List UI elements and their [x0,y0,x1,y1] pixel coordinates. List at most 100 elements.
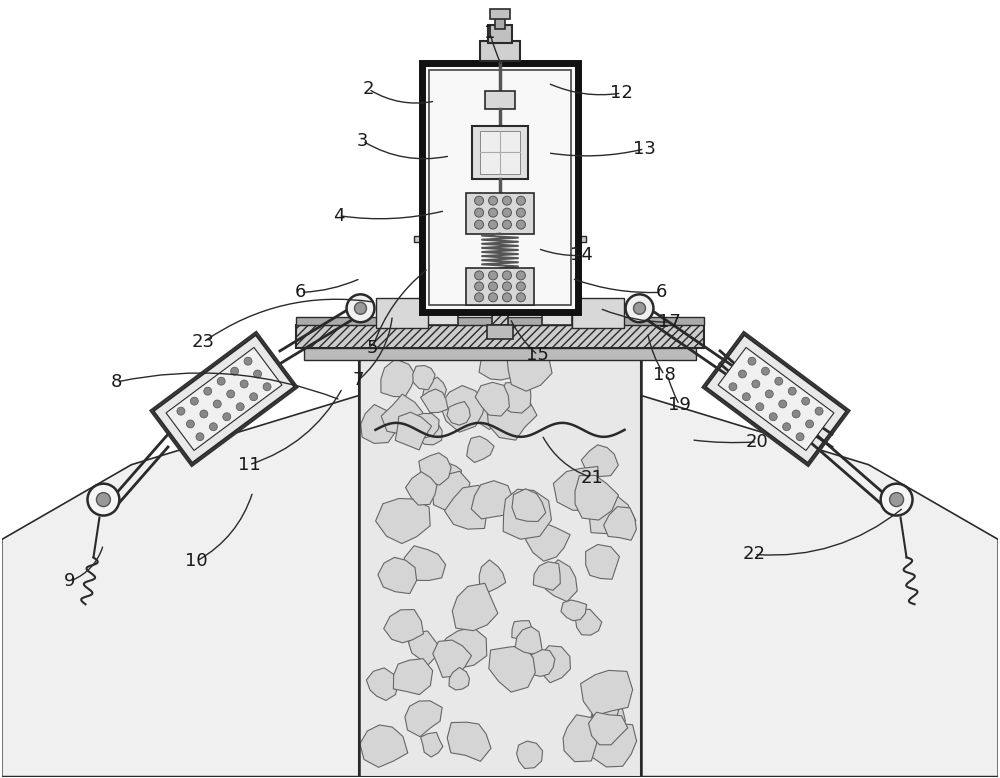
Polygon shape [360,725,408,767]
Text: 13: 13 [633,140,656,158]
Circle shape [96,492,110,506]
Polygon shape [575,609,602,635]
Polygon shape [166,348,282,450]
Polygon shape [404,546,446,580]
Bar [376,298,428,328]
Polygon shape [592,724,637,767]
Circle shape [231,367,239,375]
Circle shape [213,400,221,408]
Polygon shape [575,475,618,520]
Text: 9: 9 [64,573,75,591]
Polygon shape [405,701,442,737]
Polygon shape [586,545,619,580]
Circle shape [765,390,773,398]
Bar [359,342,641,776]
Text: 4: 4 [333,207,344,225]
Circle shape [634,303,645,314]
Circle shape [516,209,525,217]
Bar [490,9,510,19]
Polygon shape [436,627,487,668]
Circle shape [761,367,769,375]
Polygon shape [479,346,514,380]
Bar [466,193,534,233]
Circle shape [502,282,511,291]
Text: 6: 6 [295,283,306,301]
Polygon shape [447,722,491,762]
Polygon shape [489,646,535,692]
Text: 10: 10 [185,552,207,570]
Bar [359,342,641,776]
Bar [414,236,472,241]
Polygon shape [441,464,461,485]
Bar [428,236,458,325]
Circle shape [881,484,913,516]
Bar [296,325,704,348]
Polygon shape [589,713,628,745]
Text: 15: 15 [526,346,549,364]
Polygon shape [433,640,471,678]
Polygon shape [361,405,396,443]
Polygon shape [543,559,577,601]
Circle shape [489,220,498,229]
Polygon shape [408,631,440,665]
Circle shape [752,380,760,388]
Circle shape [516,293,525,302]
Text: 14: 14 [570,247,593,265]
Circle shape [502,271,511,280]
Circle shape [802,398,810,405]
Text: 22: 22 [743,545,766,563]
Polygon shape [421,732,443,757]
Circle shape [748,357,756,365]
Circle shape [254,370,262,378]
Circle shape [186,420,194,428]
Polygon shape [487,398,537,440]
Circle shape [87,484,119,516]
Circle shape [475,209,484,217]
Polygon shape [376,499,430,544]
Polygon shape [512,489,546,521]
Polygon shape [2,340,998,776]
Text: 11: 11 [238,456,260,474]
Text: 6: 6 [656,283,667,301]
Circle shape [756,403,764,411]
Polygon shape [420,389,448,412]
Polygon shape [418,420,442,445]
Polygon shape [153,335,294,463]
Polygon shape [530,649,555,676]
Polygon shape [503,489,551,539]
Circle shape [502,293,511,302]
Polygon shape [475,382,509,416]
Polygon shape [479,560,506,592]
Bar [572,298,624,328]
Circle shape [190,398,198,405]
Circle shape [355,303,366,314]
Polygon shape [366,668,398,700]
Circle shape [779,400,787,408]
Bar [495,16,505,30]
Bar [480,131,520,173]
Polygon shape [604,506,636,540]
Circle shape [516,220,525,229]
Polygon shape [452,584,498,631]
Bar [492,312,508,325]
Circle shape [475,282,484,291]
Polygon shape [592,696,620,726]
Polygon shape [447,401,470,425]
Bar [472,126,528,179]
Circle shape [792,410,800,418]
Circle shape [815,407,823,415]
Polygon shape [512,621,532,640]
Circle shape [244,357,252,365]
Bar [304,348,696,360]
Polygon shape [393,659,433,695]
Circle shape [475,196,484,205]
Polygon shape [581,671,633,716]
Polygon shape [515,626,542,654]
Text: 20: 20 [746,433,768,450]
Bar [466,268,534,305]
Circle shape [502,220,511,229]
Circle shape [890,492,904,506]
Circle shape [489,271,498,280]
Text: 7: 7 [353,371,364,389]
Circle shape [516,271,525,280]
